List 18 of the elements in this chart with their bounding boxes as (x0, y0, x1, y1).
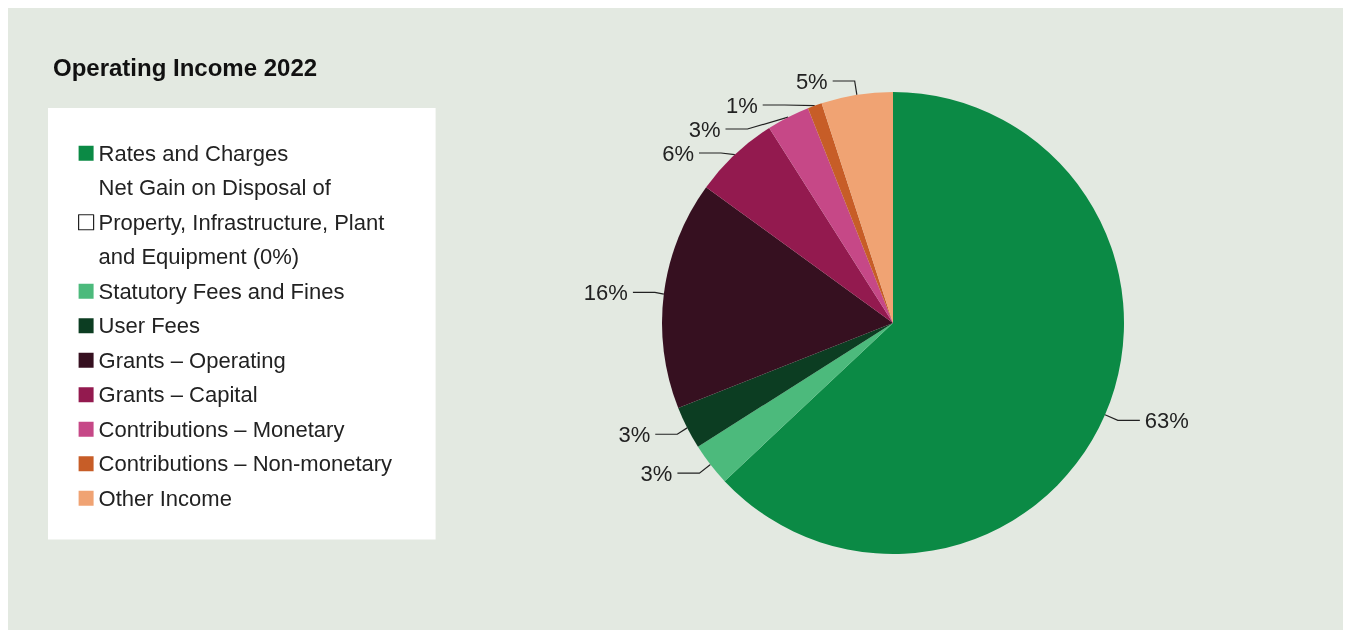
legend-label: Contributions – Non-monetary (98, 451, 393, 477)
data-label: 16% (583, 279, 628, 305)
data-label: 63% (1144, 407, 1189, 433)
legend-label: User Fees (98, 313, 201, 339)
chart-title: Operating Income 2022 (53, 53, 318, 81)
data-label: 1% (725, 92, 758, 118)
legend-label: Contributions – Monetary (98, 416, 345, 442)
data-label: 3% (618, 421, 651, 447)
data-label: 6% (662, 140, 694, 166)
legend-label: Grants – Operating (98, 347, 286, 373)
legend-label: Net Gain on Disposal of Property, Infrastructure, Plant and Equipment (0%) (98, 175, 391, 270)
data-label: 3% (640, 460, 673, 486)
legend-label: Grants – Capital (98, 382, 258, 408)
legend-label: Rates and Charges (98, 140, 289, 166)
data-label: 5% (795, 68, 828, 94)
legend-label: Other Income (98, 485, 232, 511)
data-label: 3% (688, 116, 721, 142)
legend-label: Statutory Fees and Fines (98, 278, 345, 304)
